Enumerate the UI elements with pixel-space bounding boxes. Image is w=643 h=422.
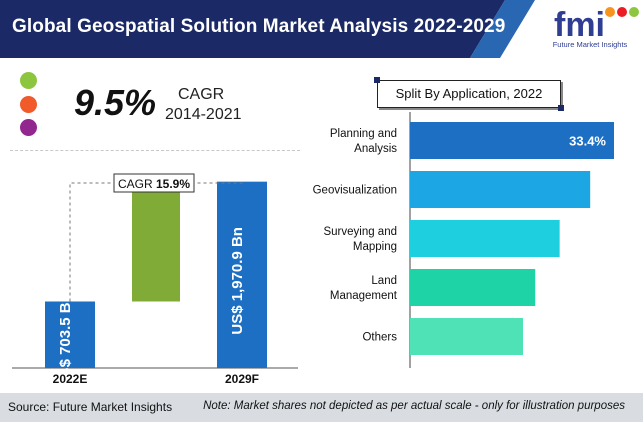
split-category-label: Surveying and <box>323 226 397 238</box>
split-category-label: Planning and <box>330 128 397 140</box>
orange-dot-icon <box>20 96 37 113</box>
bar-value-label: US$ 703.5 Bn <box>57 293 74 388</box>
split-chart-title: Split By Application, 2022 <box>395 86 543 101</box>
split-bar <box>410 269 536 306</box>
header-background <box>0 0 643 58</box>
cagr-annotation-box <box>113 173 195 193</box>
page-title: Global Geospatial Solution Market Analys… <box>12 16 506 37</box>
split-title-box: Split By Application, 2022 <box>374 77 564 111</box>
split-category-label: Mapping <box>353 241 397 253</box>
split-bar <box>410 318 523 355</box>
logo-subtitle: Future Market Insights <box>552 40 628 49</box>
cagr-label: CAGR <box>178 86 225 103</box>
corner-marker <box>374 77 380 83</box>
split-category-label: Others <box>362 332 397 344</box>
footer: Source: Future Market Insights Note: Mar… <box>0 393 643 422</box>
split-bar <box>410 122 614 159</box>
bar-2029F <box>217 181 267 368</box>
logo-text: fmi <box>554 6 605 40</box>
cagr-period: 2014-2021 <box>165 106 242 123</box>
x-tick-label: 2029F <box>225 372 259 386</box>
split-category-label: Analysis <box>354 143 397 155</box>
purple-dot-icon <box>20 119 37 136</box>
split-category-label: Geovisualization <box>313 185 397 197</box>
green-dot-icon <box>20 72 37 89</box>
application-split-chart: Planning and Analysis 33.4% Geovisualizatio… <box>313 112 614 368</box>
cagr-annotation-prefix: CAGR <box>118 177 156 191</box>
cagr-annotation: CAGR 15.9% <box>118 177 190 191</box>
corner-marker <box>558 105 564 111</box>
source-text: Source: Future Market Insights <box>8 400 173 414</box>
header-banner: Global Geospatial Solution Market Analys… <box>0 0 643 58</box>
bar-value-label: US$ 1,970.9 Bn <box>229 227 246 335</box>
cagr-annotation-value: 15.9% <box>156 177 190 191</box>
split-data-label: 33.4% <box>569 134 606 149</box>
note-text: Note: Market shares not depicted as per … <box>203 400 625 412</box>
cagr-value: 9.5% <box>74 82 157 123</box>
logo-mark: fmi <box>554 6 639 40</box>
growth-block <box>132 181 180 302</box>
fmi-logo: fmi Future Market Insights <box>540 4 640 56</box>
split-category-label: Management <box>330 290 398 302</box>
x-tick-label: 2022E <box>53 372 88 386</box>
split-bar <box>410 171 591 208</box>
bar-2022E <box>45 301 95 368</box>
split-category-label: Land <box>371 275 397 287</box>
divider <box>10 150 300 151</box>
split-bar <box>410 220 560 257</box>
